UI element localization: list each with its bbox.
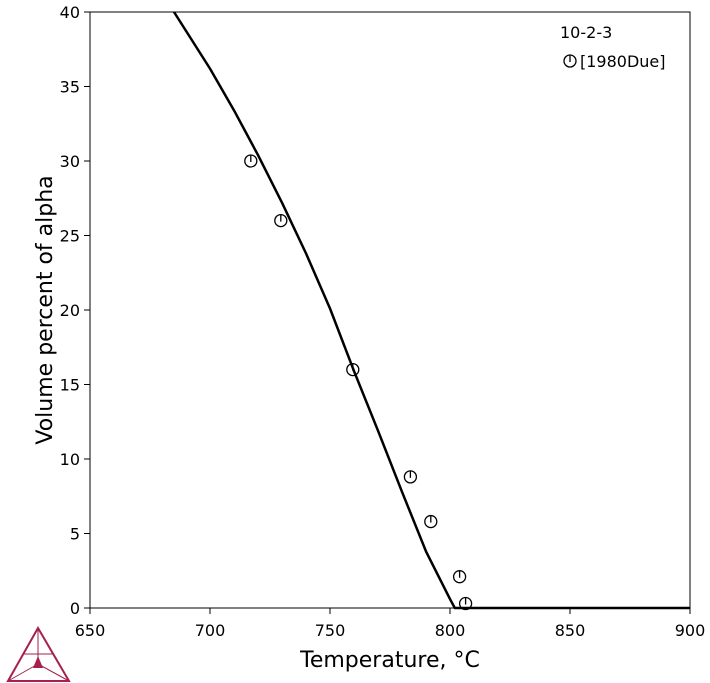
x-tick-label: 850 xyxy=(555,621,586,640)
y-tick-label: 25 xyxy=(60,227,80,246)
y-tick-label: 35 xyxy=(60,78,80,97)
logo-spoke xyxy=(7,663,39,682)
data-point xyxy=(452,570,467,584)
y-tick-label: 10 xyxy=(60,450,80,469)
y-tick-label: 0 xyxy=(70,599,80,618)
x-axis-ticks: 650 700 750 800 850 900 xyxy=(75,608,706,640)
x-tick-label: 800 xyxy=(435,621,466,640)
y-tick-label: 15 xyxy=(60,376,80,395)
y-tick-label: 5 xyxy=(70,525,80,544)
y-axis-title: Volume percent of alpha xyxy=(33,175,58,444)
legend-marker-icon xyxy=(563,54,577,68)
x-tick-label: 700 xyxy=(195,621,226,640)
plot-border xyxy=(89,11,691,609)
data-point xyxy=(458,596,473,611)
x-tick-label: 900 xyxy=(675,621,706,640)
data-point xyxy=(274,213,288,228)
x-tick-label: 750 xyxy=(315,621,346,640)
thermo-calc-logo-icon xyxy=(6,625,71,682)
logo-center-mark xyxy=(33,656,43,668)
y-tick-label: 30 xyxy=(60,152,80,171)
legend: 10-2-3 [1980Due] xyxy=(560,23,666,71)
legend-entry-label: [1980Due] xyxy=(580,52,666,71)
data-point xyxy=(424,514,438,529)
y-axis-ticks: 0 5 10 15 20 25 30 35 40 xyxy=(60,3,90,618)
legend-title: 10-2-3 xyxy=(560,23,612,42)
x-axis-title: Temperature, °C xyxy=(299,648,480,673)
data-point xyxy=(346,362,360,377)
logo-spoke xyxy=(37,663,70,682)
data-point xyxy=(403,470,418,484)
plot-frame xyxy=(89,11,691,609)
y-tick-label: 40 xyxy=(60,3,80,22)
data-point xyxy=(244,154,258,168)
y-tick-label: 20 xyxy=(60,301,80,320)
series-layer xyxy=(172,11,690,611)
calculated-curve xyxy=(172,11,690,610)
x-tick-label: 650 xyxy=(75,621,106,640)
